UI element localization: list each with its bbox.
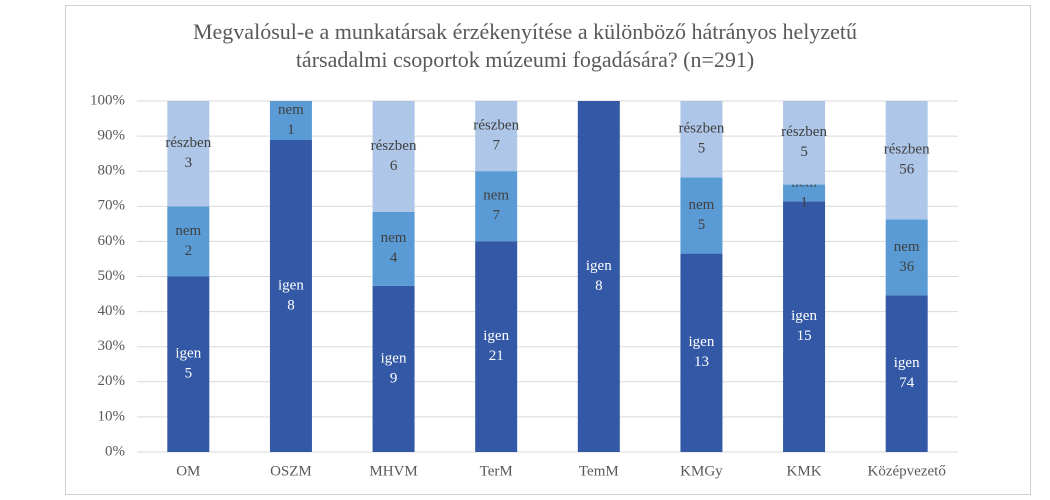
- segment-series-label: nem: [175, 223, 201, 239]
- segment-series-label: részben: [371, 138, 417, 154]
- bar-segment: [680, 101, 723, 178]
- segment-series-label: nem: [381, 230, 407, 246]
- data-label: 5: [185, 366, 193, 382]
- bar-segment: [167, 276, 210, 452]
- data-label: 7: [492, 208, 500, 224]
- data-label: 6: [390, 158, 398, 174]
- segment-series-label: igen: [381, 350, 407, 366]
- bar-segment: [372, 101, 415, 212]
- x-tick-label: TerM: [480, 463, 513, 479]
- segment-series-label: nem: [278, 102, 304, 118]
- bar-segment: [372, 285, 415, 452]
- x-tick-label: MHVM: [369, 463, 417, 479]
- data-label: 4: [390, 250, 398, 266]
- data-label: 13: [694, 354, 709, 370]
- data-label: 5: [698, 141, 706, 157]
- bar-segment: [475, 101, 518, 172]
- y-tick-label: 40%: [98, 303, 126, 319]
- segment-series-label: igen: [894, 355, 920, 371]
- segment-series-label: igen: [689, 334, 715, 350]
- y-tick-label: 20%: [98, 373, 126, 389]
- chart-frame: [65, 5, 1031, 495]
- x-tick-label: KMGy: [680, 463, 723, 479]
- data-label: 1: [287, 122, 295, 138]
- bar-segment: [885, 295, 928, 452]
- bar-segment: [372, 211, 415, 286]
- y-tick-label: 60%: [98, 233, 126, 249]
- x-tick-label: OSZM: [270, 463, 312, 479]
- x-tick-label: OM: [176, 463, 200, 479]
- bar-segment: [885, 101, 928, 220]
- data-label: 56: [899, 162, 915, 178]
- bar-segment: [269, 140, 312, 452]
- bar-segment: [475, 171, 518, 242]
- segment-series-label: nem: [483, 188, 509, 204]
- segment-series-label: igen: [483, 328, 509, 344]
- y-tick-label: 30%: [98, 338, 126, 354]
- segment-series-label: részben: [884, 142, 930, 158]
- x-tick-label: KMK: [787, 463, 822, 479]
- bar-segment: [167, 206, 210, 277]
- data-label: 36: [899, 259, 915, 275]
- data-label: 21: [489, 348, 504, 364]
- data-label: 5: [800, 144, 808, 160]
- bar-segment: [885, 219, 928, 296]
- bar-segment: [167, 101, 210, 207]
- data-label: 1: [800, 194, 808, 210]
- segment-series-label: igen: [791, 308, 817, 324]
- data-label: 74: [899, 375, 915, 391]
- data-label: 7: [492, 138, 500, 154]
- bar-segment: [269, 101, 312, 140]
- data-label: 2: [185, 243, 193, 259]
- y-tick-label: 80%: [98, 163, 126, 179]
- data-label: 15: [797, 328, 812, 344]
- x-tick-label: Középvezető: [868, 463, 946, 479]
- segment-series-label: igen: [278, 277, 304, 293]
- y-tick-label: 50%: [98, 268, 126, 284]
- data-label: 8: [595, 278, 603, 294]
- bar-segment: [577, 101, 620, 452]
- y-tick-label: 70%: [98, 198, 126, 214]
- bar-segment: [475, 241, 518, 452]
- segment-series-label: nem: [689, 197, 715, 213]
- bar-segment: [783, 101, 826, 185]
- y-tick-label: 100%: [90, 92, 125, 108]
- data-label: 3: [185, 155, 193, 171]
- y-tick-label: 90%: [98, 128, 126, 144]
- bar-segment: [680, 253, 723, 452]
- segment-series-label: igen: [175, 346, 201, 362]
- y-tick-label: 0%: [105, 443, 125, 459]
- segment-series-label: részben: [165, 135, 211, 151]
- y-tick-label: 10%: [98, 408, 126, 424]
- bar-segment: [783, 184, 826, 202]
- data-label: 9: [390, 370, 398, 386]
- bar-segment: [680, 177, 723, 254]
- chart-title: Megvalósul-e a munkatársak érzékenyítése…: [192, 19, 858, 72]
- segment-series-label: részben: [679, 121, 725, 137]
- x-tick-label: TemM: [579, 463, 619, 479]
- segment-series-label: részben: [473, 118, 519, 134]
- segment-series-label: nem: [894, 239, 920, 255]
- data-label: 8: [287, 297, 295, 313]
- segment-series-label: igen: [586, 258, 612, 274]
- data-label: 5: [698, 217, 706, 233]
- bar-segment: [783, 201, 826, 452]
- segment-series-label: részben: [781, 124, 827, 140]
